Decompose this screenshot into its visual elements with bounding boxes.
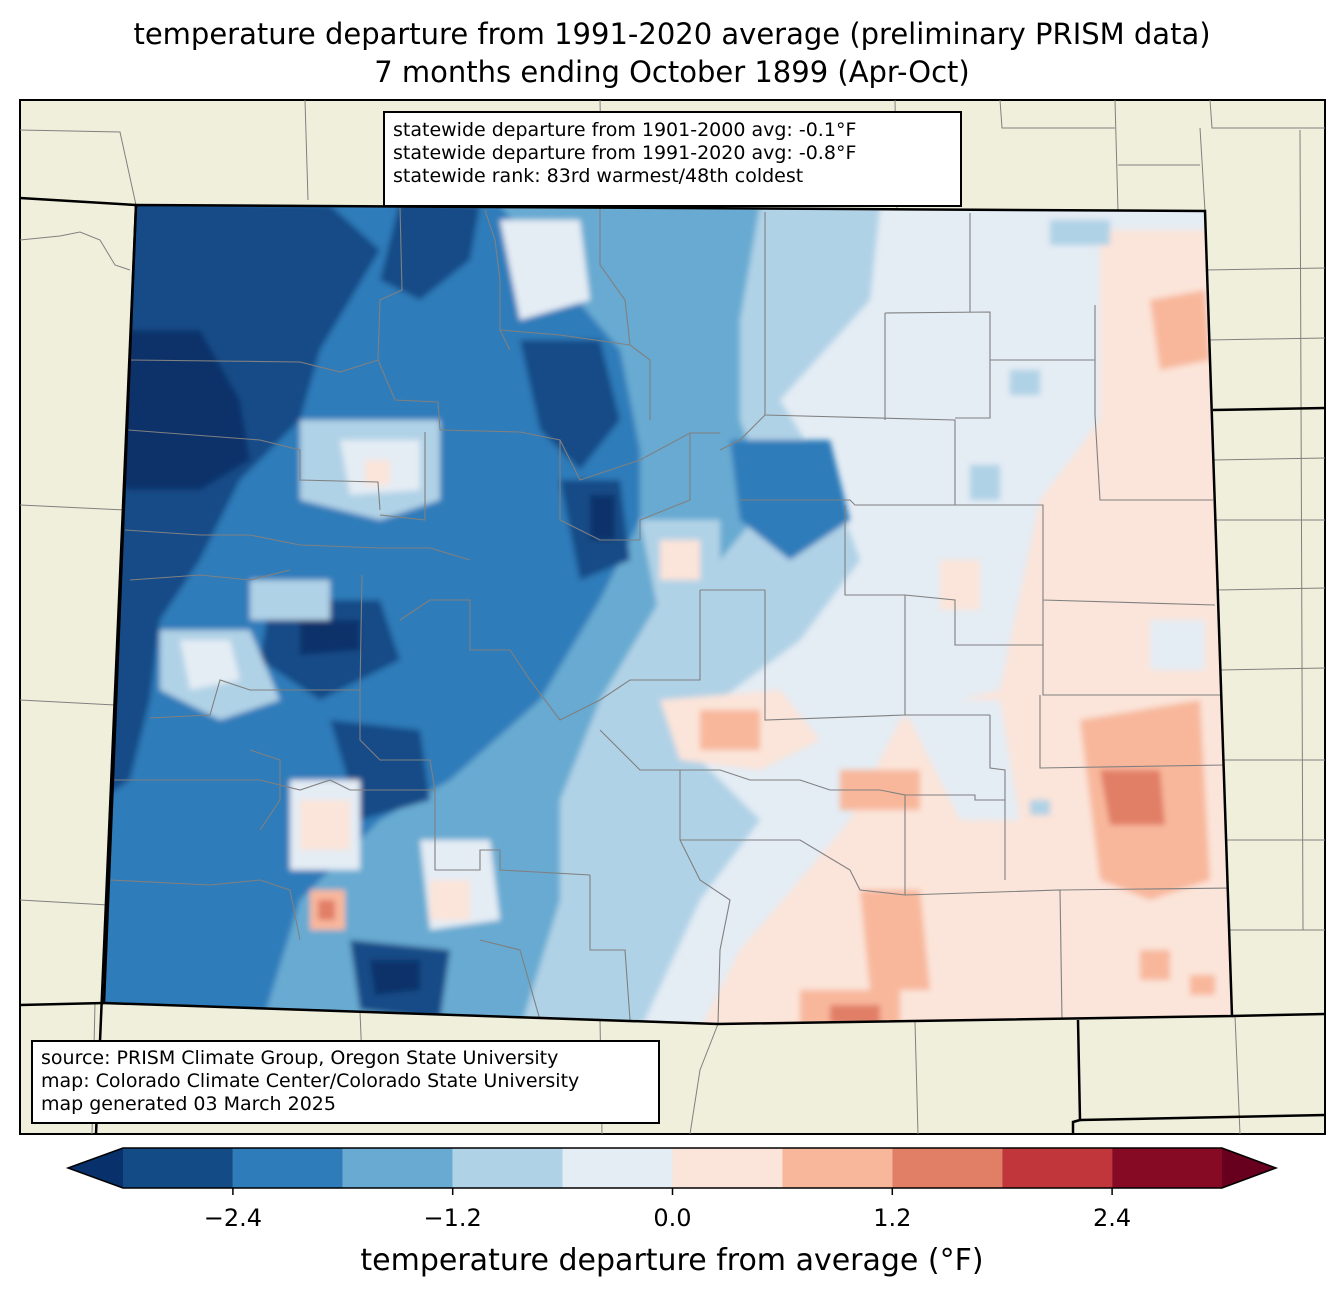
credits-box: source: PRISM Climate Group, Oregon Stat…	[31, 1040, 660, 1124]
colorbar-label: temperature departure from average (°F)	[360, 1243, 984, 1278]
colorbar-tick-label: 1.2	[873, 1204, 912, 1232]
credits-map: map: Colorado Climate Center/Colorado St…	[41, 1070, 580, 1092]
colorado-border	[102, 203, 1234, 1026]
colorbar-tick-label: −2.4	[203, 1204, 263, 1232]
colorbar-tick-label: −1.2	[423, 1204, 482, 1232]
colorbar-tick-label: 2.4	[1093, 1204, 1132, 1232]
colorbar-tick-label: 0.0	[653, 1204, 692, 1232]
state-borders	[19, 196, 1326, 1135]
map-subtitle: 7 months ending October 1899 (Apr-Oct)	[374, 55, 970, 89]
credits-source: source: PRISM Climate Group, Oregon Stat…	[41, 1047, 559, 1069]
stats-departure-1991-2020: statewide departure from 1991-2020 avg: …	[393, 142, 857, 164]
map-title: temperature departure from 1991-2020 ave…	[133, 17, 1211, 51]
statewide-stats-box: statewide departure from 1901-2000 avg: …	[383, 111, 962, 207]
credits-generated: map generated 03 March 2025	[41, 1093, 336, 1115]
stats-rank: statewide rank: 83rd warmest/48th coldes…	[393, 165, 804, 187]
stats-departure-1901-2000: statewide departure from 1901-2000 avg: …	[393, 119, 857, 141]
colorado-county-lines	[109, 206, 1231, 1024]
departure-field	[104, 205, 1232, 1024]
